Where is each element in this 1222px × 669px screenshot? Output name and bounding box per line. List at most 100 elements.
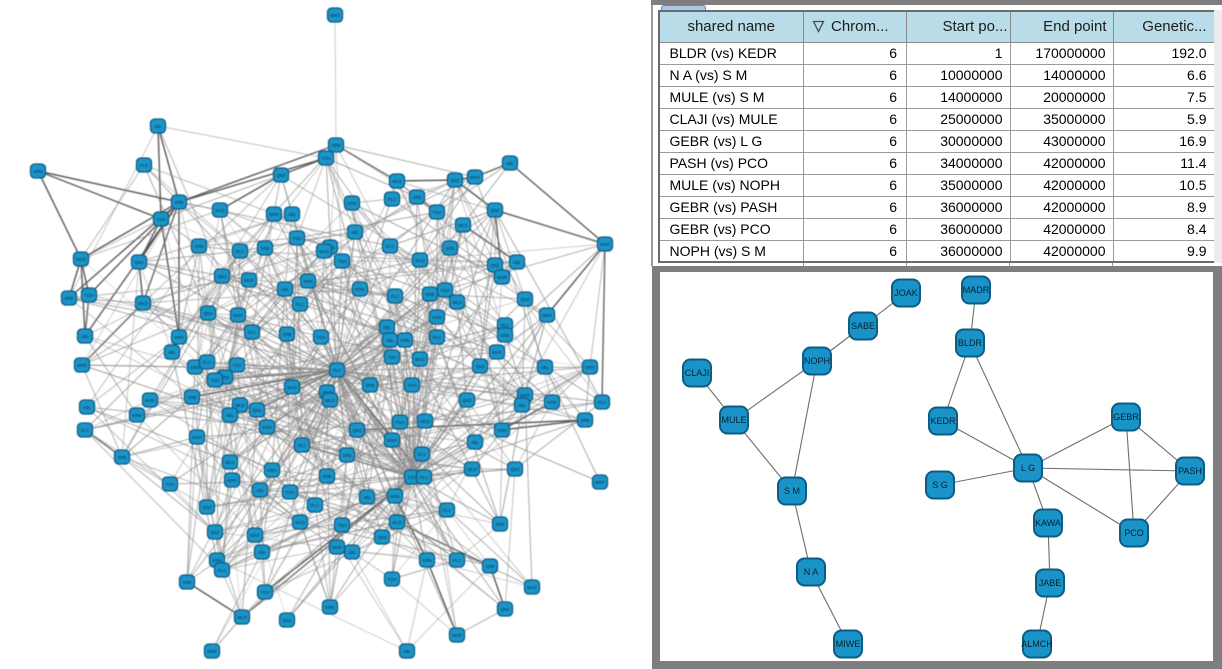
svg-text:SRB: SRB [118, 455, 127, 460]
svg-text:SRB: SRB [501, 333, 510, 338]
svg-text:PLC: PLC [418, 452, 426, 457]
svg-text:WLD: WLD [138, 301, 148, 306]
svg-text:TGH: TGH [395, 420, 404, 425]
svg-text:QNZ: QNZ [475, 364, 484, 369]
svg-text:PLC: PLC [388, 197, 396, 202]
svg-text:QNZ: QNZ [217, 274, 226, 279]
svg-text:MXR: MXR [145, 398, 155, 403]
svg-text:QNZ: QNZ [322, 390, 331, 395]
svg-text:TGH: TGH [165, 482, 174, 487]
svg-text:ABL: ABL [518, 403, 527, 408]
svg-text:PCO: PCO [1124, 528, 1144, 538]
svg-text:QNZ: QNZ [490, 208, 499, 213]
svg-text:WLD: WLD [452, 300, 462, 305]
svg-text:QNZ: QNZ [276, 173, 285, 178]
svg-text:QNZ: QNZ [450, 178, 459, 183]
svg-text:PLC: PLC [248, 330, 256, 335]
svg-text:WLD: WLD [415, 357, 425, 362]
svg-text:SABE: SABE [851, 321, 875, 331]
svg-text:TGH: TGH [407, 475, 416, 480]
svg-text:KRN: KRN [303, 279, 312, 284]
svg-text:TGH: TGH [387, 355, 396, 360]
svg-text:MIWE: MIWE [836, 639, 861, 649]
svg-text:ABL: ABL [386, 338, 395, 343]
svg-text:KRN: KRN [422, 558, 431, 563]
svg-text:PLC: PLC [203, 360, 211, 365]
svg-text:ABL: ABL [154, 124, 163, 129]
svg-text:KRN: KRN [262, 425, 271, 430]
svg-text:SRB: SRB [413, 195, 422, 200]
svg-text:SRB: SRB [323, 474, 332, 479]
svg-text:MXR: MXR [330, 13, 340, 18]
svg-text:PLC: PLC [311, 503, 319, 508]
svg-text:WLD: WLD [392, 179, 402, 184]
svg-text:TGH: TGH [407, 383, 416, 388]
svg-text:KRN: KRN [267, 468, 276, 473]
svg-text:GEBR: GEBR [1113, 412, 1139, 422]
svg-text:QNZ: QNZ [352, 428, 361, 433]
svg-text:KEDR: KEDR [930, 416, 956, 426]
svg-text:KRN: KRN [400, 338, 409, 343]
svg-text:PLC: PLC [140, 163, 148, 168]
svg-text:MXR: MXR [227, 478, 237, 483]
svg-text:WLD: WLD [392, 520, 402, 525]
svg-text:SRB: SRB [496, 522, 505, 527]
svg-text:JABE: JABE [1039, 578, 1062, 588]
svg-text:WLD: WLD [235, 403, 245, 408]
svg-text:S G: S G [932, 480, 948, 490]
svg-text:ABL: ABL [471, 440, 480, 445]
svg-text:TGH: TGH [156, 217, 165, 222]
svg-text:TGH: TGH [337, 259, 346, 264]
svg-text:SRB: SRB [65, 296, 74, 301]
svg-text:PLC: PLC [453, 558, 461, 563]
svg-text:KAWA: KAWA [1035, 518, 1061, 528]
svg-text:TGH: TGH [260, 590, 269, 595]
svg-text:KRN: KRN [33, 169, 42, 174]
svg-text:ALMCH: ALMCH [1021, 639, 1053, 649]
svg-text:WLD: WLD [76, 257, 86, 262]
svg-text:TGH: TGH [285, 490, 294, 495]
svg-text:ABL: ABL [83, 405, 92, 410]
svg-text:ABL: ABL [403, 649, 412, 654]
svg-text:TGH: TGH [210, 378, 219, 383]
svg-text:WLD: WLD [325, 398, 335, 403]
svg-text:QNZ: QNZ [210, 530, 219, 535]
svg-text:PLC: PLC [443, 508, 451, 513]
svg-text:SRB: SRB [188, 395, 197, 400]
svg-text:PLC: PLC [598, 400, 606, 405]
svg-text:WLD: WLD [225, 460, 235, 465]
svg-text:L G: L G [1021, 463, 1035, 473]
svg-text:MXR: MXR [542, 313, 552, 318]
svg-text:ABL: ABL [513, 260, 522, 265]
svg-text:QNZ: QNZ [202, 505, 211, 510]
svg-text:KRN: KRN [390, 494, 399, 499]
svg-text:SRB: SRB [366, 383, 375, 388]
svg-text:MXR: MXR [595, 480, 605, 485]
svg-text:MXR: MXR [452, 633, 462, 638]
svg-text:WLD: WLD [215, 208, 225, 213]
svg-text:PLC: PLC [81, 428, 89, 433]
svg-text:PASH: PASH [1178, 466, 1202, 476]
svg-text:KRN: KRN [190, 365, 199, 370]
svg-text:SRB: SRB [332, 143, 341, 148]
svg-text:TGH: TGH [432, 210, 441, 215]
svg-text:MXR: MXR [192, 435, 202, 440]
svg-text:N A: N A [804, 567, 819, 577]
svg-text:PLC: PLC [391, 294, 399, 299]
svg-text:SRB: SRB [343, 453, 352, 458]
svg-text:ABL: ABL [168, 350, 177, 355]
svg-text:QNZ: QNZ [462, 398, 471, 403]
svg-text:QNZ: QNZ [203, 311, 212, 316]
svg-text:QNZ: QNZ [134, 260, 143, 265]
svg-text:QNZ: QNZ [252, 408, 261, 413]
svg-text:SRB: SRB [261, 246, 270, 251]
svg-text:MXR: MXR [387, 438, 397, 443]
svg-text:KRN: KRN [497, 428, 506, 433]
svg-text:ABL: ABL [348, 550, 357, 555]
svg-text:ABL: ABL [288, 212, 297, 217]
svg-text:WLD: WLD [415, 258, 425, 263]
svg-text:JOAK: JOAK [894, 288, 918, 298]
svg-text:QNZ: QNZ [490, 263, 499, 268]
svg-text:PLC: PLC [386, 244, 394, 249]
svg-text:WLD: WLD [527, 585, 537, 590]
